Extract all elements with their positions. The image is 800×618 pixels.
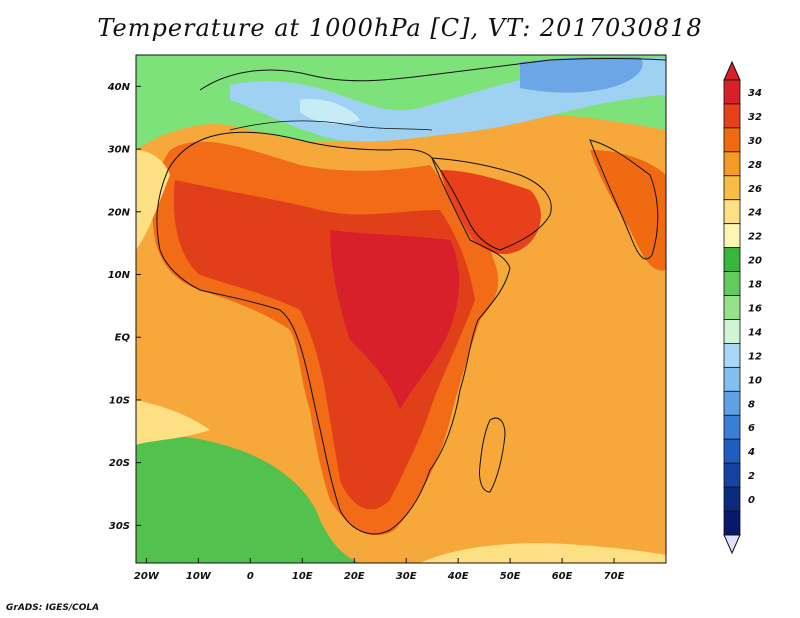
colorbar-swatch [723,390,741,416]
india-warm-region [590,150,666,271]
arabia-coastline [430,157,552,251]
colorbar-swatch [723,271,741,296]
chart-title: Temperature at 1000hPa [C], VT: 20170308… [97,14,703,42]
lon-tick-label: 10E [292,571,313,582]
colorbar-swatch [723,510,741,536]
colorbar-label: 2 [748,471,755,482]
colorbar-swatch [723,319,741,344]
colorbar-label: 18 [748,280,762,291]
colorbar-overflow-high [723,60,741,81]
colorbar-swatch [723,175,741,201]
colorbar-label: 16 [748,304,762,315]
colorbar-label: 14 [748,327,762,338]
colorbar-label: 26 [748,184,762,195]
colorbar-swatch [723,295,741,320]
india-coastline [589,139,659,260]
colorbar-swatch [723,127,741,153]
cool-patch [300,99,360,125]
madagascar-coastline [479,417,506,493]
lon-tick-label: 50E [500,571,521,582]
colorbar-label: 28 [748,160,762,171]
colorbar-label: 8 [748,399,755,410]
colorbar-label: 0 [748,495,755,506]
lon-tick-label: 70E [604,571,625,582]
colorbar-swatch [723,199,741,225]
southwest-mild-region [136,400,210,445]
lat-tick-label: 30S [109,521,130,532]
colorbar-label: 32 [748,112,762,123]
colorbar-label: 20 [748,256,762,267]
mediterranean-coastline [229,120,433,131]
lat-tick-label: 10N [108,270,131,281]
colorbar-label: 22 [748,232,762,243]
colorbar-swatch [723,462,741,488]
lat-tick-label: 20N [108,207,131,218]
colorbar-label: 34 [748,88,762,99]
colorbar-overflow-low [723,534,741,555]
arabia-hot-region [440,170,541,255]
colorbar-swatch [723,103,741,129]
lon-tick-label: 20W [134,571,160,582]
coldest-air-region [520,56,643,93]
map-frame [135,54,667,564]
lat-tick-label: 30N [108,145,131,156]
europe-coastline [199,58,666,91]
lon-tick-label: 40E [447,571,469,582]
colorbar-swatch [723,79,741,105]
northwest-mild-region [136,150,170,250]
colorbar-label: 24 [748,208,762,219]
lon-tick-label: 10W [186,571,212,582]
longitude-axis: 20W 10W 0 10E 20E 30E 40E 50E 60E 70E [134,558,625,582]
colorbar-swatch [723,223,741,249]
africa-hottest-region [330,230,460,410]
colorbar-label: 10 [748,375,762,386]
lat-tick-label: 40N [107,82,131,93]
southern-cool-region [136,435,360,563]
lat-tick-label: 10S [109,395,130,406]
colorbar-swatch [723,486,741,512]
colorbar-swatch [723,438,741,464]
lat-tick-label: EQ [115,333,131,344]
colorbar-label: 12 [748,351,762,362]
southern-mild-region [420,543,666,563]
colorbar-swatch [723,343,741,368]
lat-tick-label: 20S [109,458,130,469]
grads-credit: GrADS: IGES/COLA [6,603,100,613]
lon-tick-label: 0 [247,571,254,582]
colorbar-label: 4 [747,447,755,458]
colorbar-swatch [723,414,741,440]
latitude-axis: 40N 30N 20N 10N EQ 10S 20S 30S [107,82,141,532]
africa-coastline [156,131,511,535]
colorbar-label: 6 [748,423,755,434]
lon-tick-label: 20E [344,571,365,582]
lon-tick-label: 60E [552,571,573,582]
colorbar-label: 30 [748,136,762,147]
colorbar-swatch [723,151,741,177]
colorbar-swatch [723,247,741,272]
map-panel [136,55,666,563]
colorbar-swatch [723,366,741,392]
lon-tick-label: 30E [396,571,417,582]
